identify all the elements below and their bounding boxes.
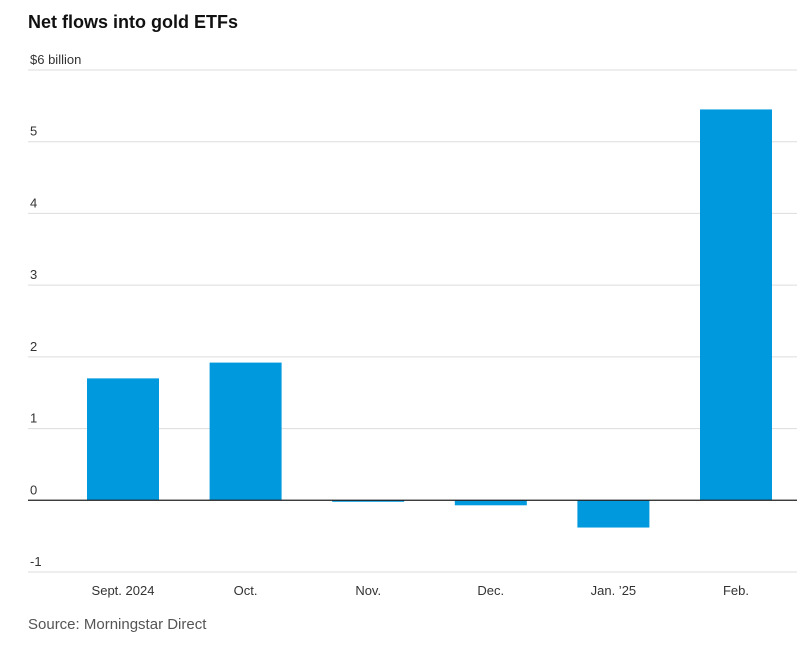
bar xyxy=(87,378,159,501)
x-tick-label: Sept. 2024 xyxy=(92,583,155,598)
y-tick-label: 3 xyxy=(30,267,37,282)
y-tick-label: 1 xyxy=(30,411,37,426)
y-tick-label: $6 billion xyxy=(30,52,81,67)
x-tick-label: Nov. xyxy=(355,583,381,598)
chart-title: Net flows into gold ETFs xyxy=(28,12,238,32)
x-tick-label: Oct. xyxy=(234,583,258,598)
bar xyxy=(577,500,650,528)
x-tick-label: Dec. xyxy=(477,583,504,598)
bar xyxy=(209,362,282,501)
y-tick-label: 4 xyxy=(30,195,37,210)
x-tick-label: Jan. ’25 xyxy=(591,583,637,598)
y-tick-label: 0 xyxy=(30,482,37,497)
source-note: Source: Morningstar Direct xyxy=(28,616,207,633)
y-tick-label: 5 xyxy=(30,124,37,139)
y-tick-labels: -1 0 1 2 3 4 5 $6 billion xyxy=(30,52,81,569)
x-tick-label: Feb. xyxy=(723,583,749,598)
bars xyxy=(87,109,772,528)
bar xyxy=(700,109,772,501)
bar xyxy=(454,500,527,506)
x-tick-labels: Sept. 2024 Oct. Nov. Dec. Jan. ’25 Feb. xyxy=(92,583,749,598)
bar xyxy=(332,500,405,502)
y-tick-label: 2 xyxy=(30,339,37,354)
y-tick-label: -1 xyxy=(30,554,42,569)
